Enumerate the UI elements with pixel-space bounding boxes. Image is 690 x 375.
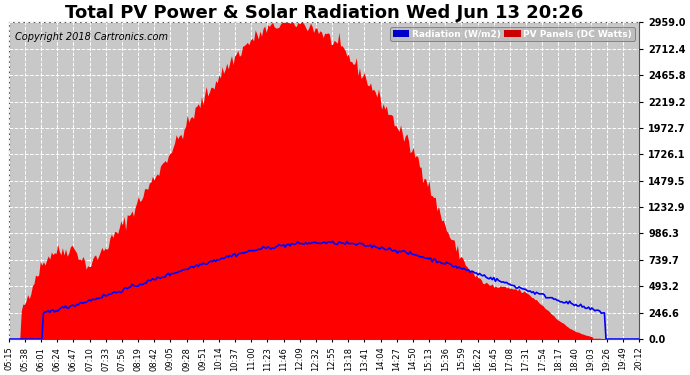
Legend: Radiation (W/m2), PV Panels (DC Watts): Radiation (W/m2), PV Panels (DC Watts) (390, 27, 635, 41)
Title: Total PV Power & Solar Radiation Wed Jun 13 20:26: Total PV Power & Solar Radiation Wed Jun… (65, 4, 583, 22)
Text: Copyright 2018 Cartronics.com: Copyright 2018 Cartronics.com (15, 32, 168, 42)
